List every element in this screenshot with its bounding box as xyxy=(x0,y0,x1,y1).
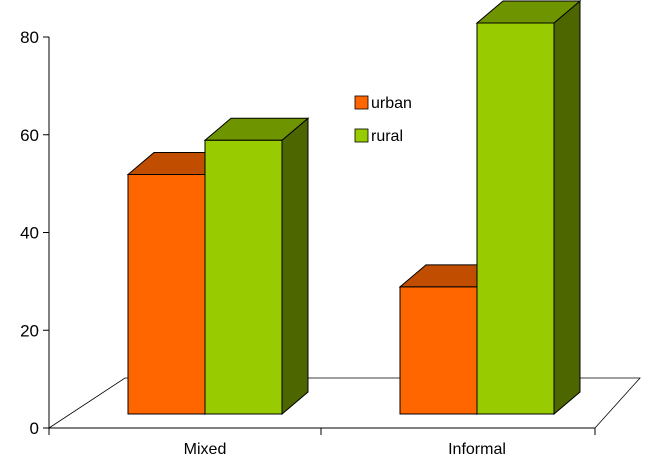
bar-front-face xyxy=(399,286,478,415)
y-tick-label: 20 xyxy=(20,321,39,340)
bar-rural-informal xyxy=(475,0,582,416)
x-category-label: Informal xyxy=(448,441,506,458)
y-tick-label: 40 xyxy=(20,224,39,243)
bar-front-face xyxy=(476,22,555,415)
legend-swatch-rural xyxy=(354,128,369,143)
chart-axes xyxy=(43,36,596,435)
chart-bars xyxy=(126,0,582,416)
legend-swatch-urban xyxy=(354,95,369,110)
bar-side-face xyxy=(281,117,309,416)
chart-legend: urban rural xyxy=(354,95,412,145)
chart-labels: 0 20 40 60 80 Mixed Informal xyxy=(20,28,506,458)
x-category-label: Mixed xyxy=(184,441,227,458)
y-tick-label: 80 xyxy=(20,28,39,47)
bar-front-face xyxy=(204,139,283,415)
bar-rural-mixed xyxy=(203,117,310,416)
bar-front-face xyxy=(127,174,206,415)
y-tick-label: 0 xyxy=(30,419,39,438)
legend-label-urban: urban xyxy=(371,95,412,112)
legend-label-rural: rural xyxy=(371,128,403,145)
bar-side-face xyxy=(553,0,581,416)
y-tick-label: 60 xyxy=(20,126,39,145)
